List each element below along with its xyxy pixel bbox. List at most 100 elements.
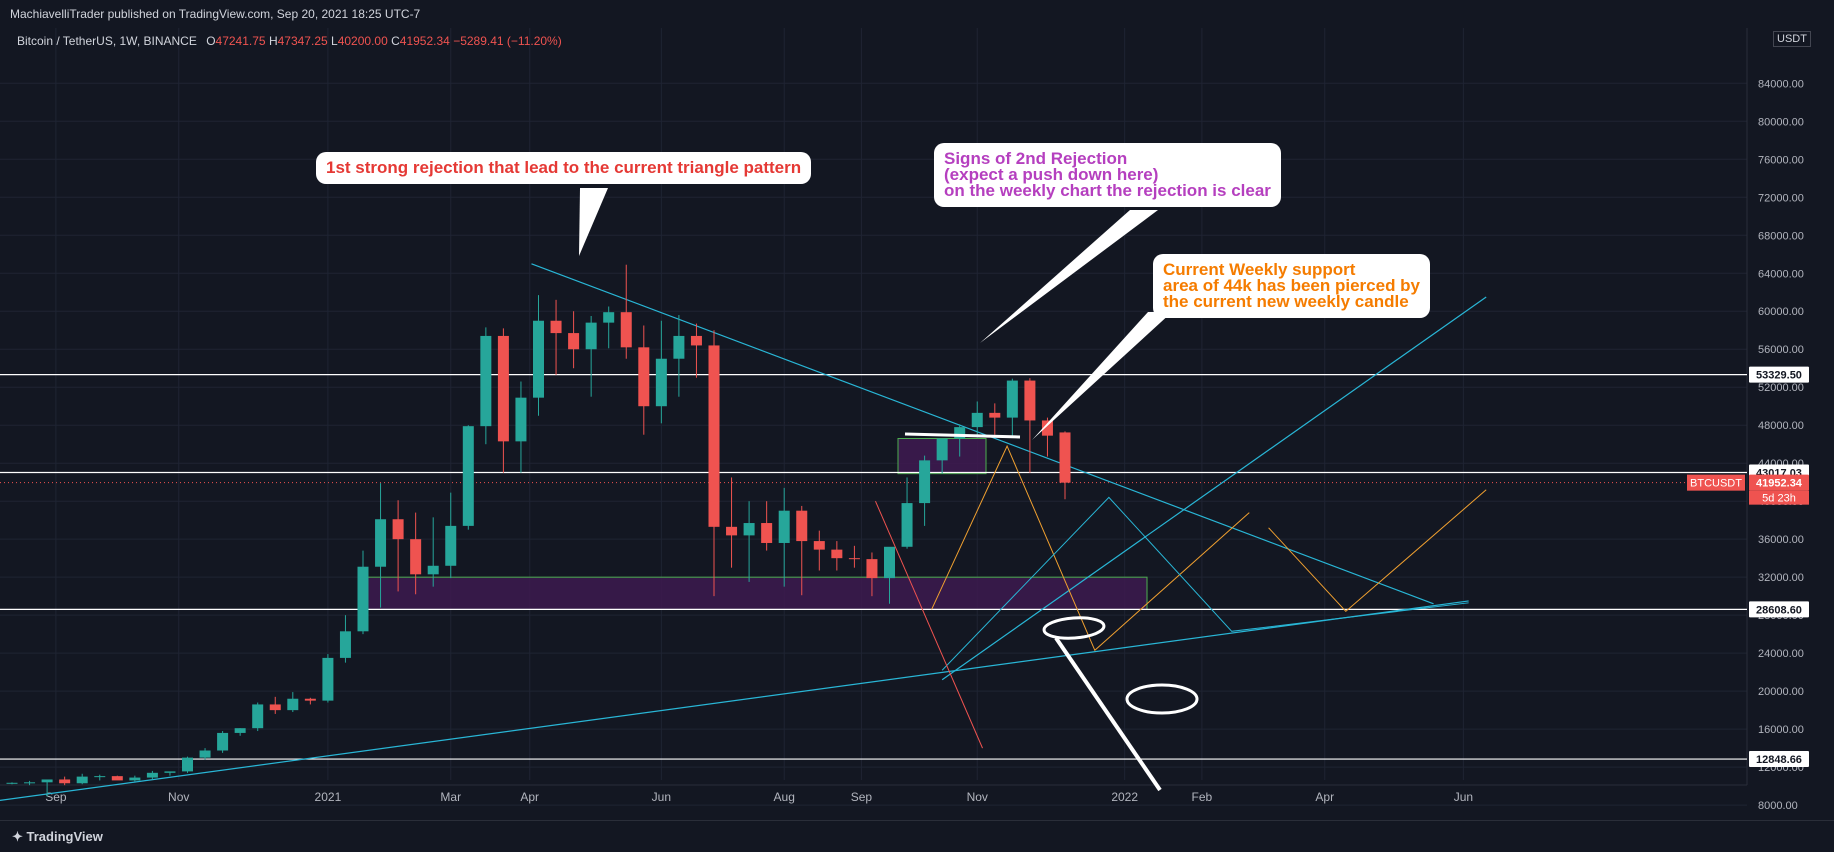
x-tick-label: Apr [1315,790,1334,804]
open-label: O [206,34,216,48]
y-tick-label: 56000.00 [1758,344,1804,356]
candle-body [410,539,422,575]
brand-name: TradingView [26,829,103,844]
open-value: 47241.75 [215,34,266,48]
price-chart[interactable]: 8000.0012000.0016000.0020000.0024000.002… [0,28,1834,820]
x-tick-label: Sep [851,790,873,804]
callout-support-pierced: Current Weekly support area of 44k has b… [1153,254,1431,318]
callout-pointer-1 [579,188,608,256]
level-price-label-bg [1749,751,1809,768]
ascending-trendline [0,600,1469,801]
candle-body [655,358,667,407]
candle-body [954,427,966,439]
x-tick-label: Apr [520,790,539,804]
x-tick-label: 2021 [315,790,342,804]
candle-body [971,412,983,428]
candle-body [76,776,88,784]
candle-body [304,698,316,701]
handdrawn-underline [904,432,1021,439]
candle-body [392,519,404,540]
candle-body [796,510,808,542]
candle-body [24,782,36,784]
level-price-label: 28608.60 [1756,604,1802,616]
candle-body [761,523,773,543]
candle-body [743,523,755,536]
callout-first-rejection: 1st strong rejection that lead to the cu… [316,152,812,184]
low-value: 40200.00 [337,34,388,48]
candle-body [673,335,685,359]
projection-orange-2 [1268,489,1487,613]
candle-body [41,779,53,783]
candle-body [1059,432,1071,483]
callout-pointer-3 [1032,312,1172,440]
candle-body [568,333,580,350]
close-value: 41952.34 [399,34,450,48]
candle-body [778,510,790,543]
symbol-bar: Bitcoin / TetherUS, 1W, BINANCE O47241.7… [17,34,562,48]
y-tick-label: 60000.00 [1758,306,1804,318]
candle-body [866,559,878,579]
candle-body [111,776,123,781]
x-tick-label: Aug [774,790,795,804]
publish-bar: MachiavelliTrader published on TradingVi… [0,0,1834,28]
x-tick-label: Nov [168,790,189,804]
candle-body [339,631,351,658]
change-value: −5289.41 (−11.20%) [453,34,562,48]
handdrawn-stroke [1054,636,1162,792]
candle-body [515,397,527,442]
candle-body [234,728,246,733]
chart-background [0,28,1834,820]
candle-body [884,546,895,579]
circle-mark-1 [1042,616,1106,640]
symbol-tag-bg [1687,474,1745,491]
candle-body [59,779,71,784]
candle-body [164,771,176,773]
candle-body [480,335,492,427]
candle-body [427,565,439,575]
candle-body [217,732,229,751]
low-label: L [331,34,338,48]
y-tick-label: 64000.00 [1758,268,1804,280]
support-zone [366,576,1148,610]
candle-body [182,757,193,772]
candle-body [445,525,457,566]
projection-orange-1 [931,444,1250,652]
circle-mark-2 [1125,683,1199,715]
x-tick-label: Jun [652,790,671,804]
x-tick-label: Jun [1454,790,1473,804]
tradingview-logo[interactable]: ✦ TradingView [12,829,103,845]
candle-body [146,772,158,778]
candle-body [375,519,387,567]
y-tick-label: 72000.00 [1758,192,1804,204]
x-tick-label: 2022 [1111,790,1138,804]
candle-body [1006,380,1018,418]
y-tick-label: 20000.00 [1758,686,1804,698]
y-tick-label: 8000.00 [1758,800,1798,812]
candle-body [989,412,1001,418]
candle-body [199,750,211,758]
high-label: H [268,34,278,48]
countdown-bg [1749,490,1809,505]
candle-body [620,312,632,348]
close-label: C [391,34,400,48]
candle-body [690,335,702,346]
candle-body [1041,420,1053,436]
x-tick-label: Feb [1192,790,1213,804]
currency-button[interactable]: USDT [1773,31,1811,47]
candle-body [357,566,369,632]
y-tick-label: 76000.00 [1758,154,1804,166]
descending-trendline [531,263,1434,605]
candle-body [287,698,299,711]
level-price-label: 53329.50 [1756,370,1802,382]
callout-pointer-2 [980,210,1158,343]
symbol-tag: BTCUSDT [1690,478,1742,490]
candle-body [322,657,334,701]
candle-body [638,347,650,407]
level-price-label-bg [1749,601,1809,618]
x-tick-label: Nov [967,790,988,804]
candle-body [936,438,948,461]
symbol-name[interactable]: Bitcoin / TetherUS, 1W, BINANCE [17,34,197,48]
candle-body [94,776,106,778]
publish-info: MachiavelliTrader published on TradingVi… [10,7,421,21]
candle-body [497,335,509,442]
